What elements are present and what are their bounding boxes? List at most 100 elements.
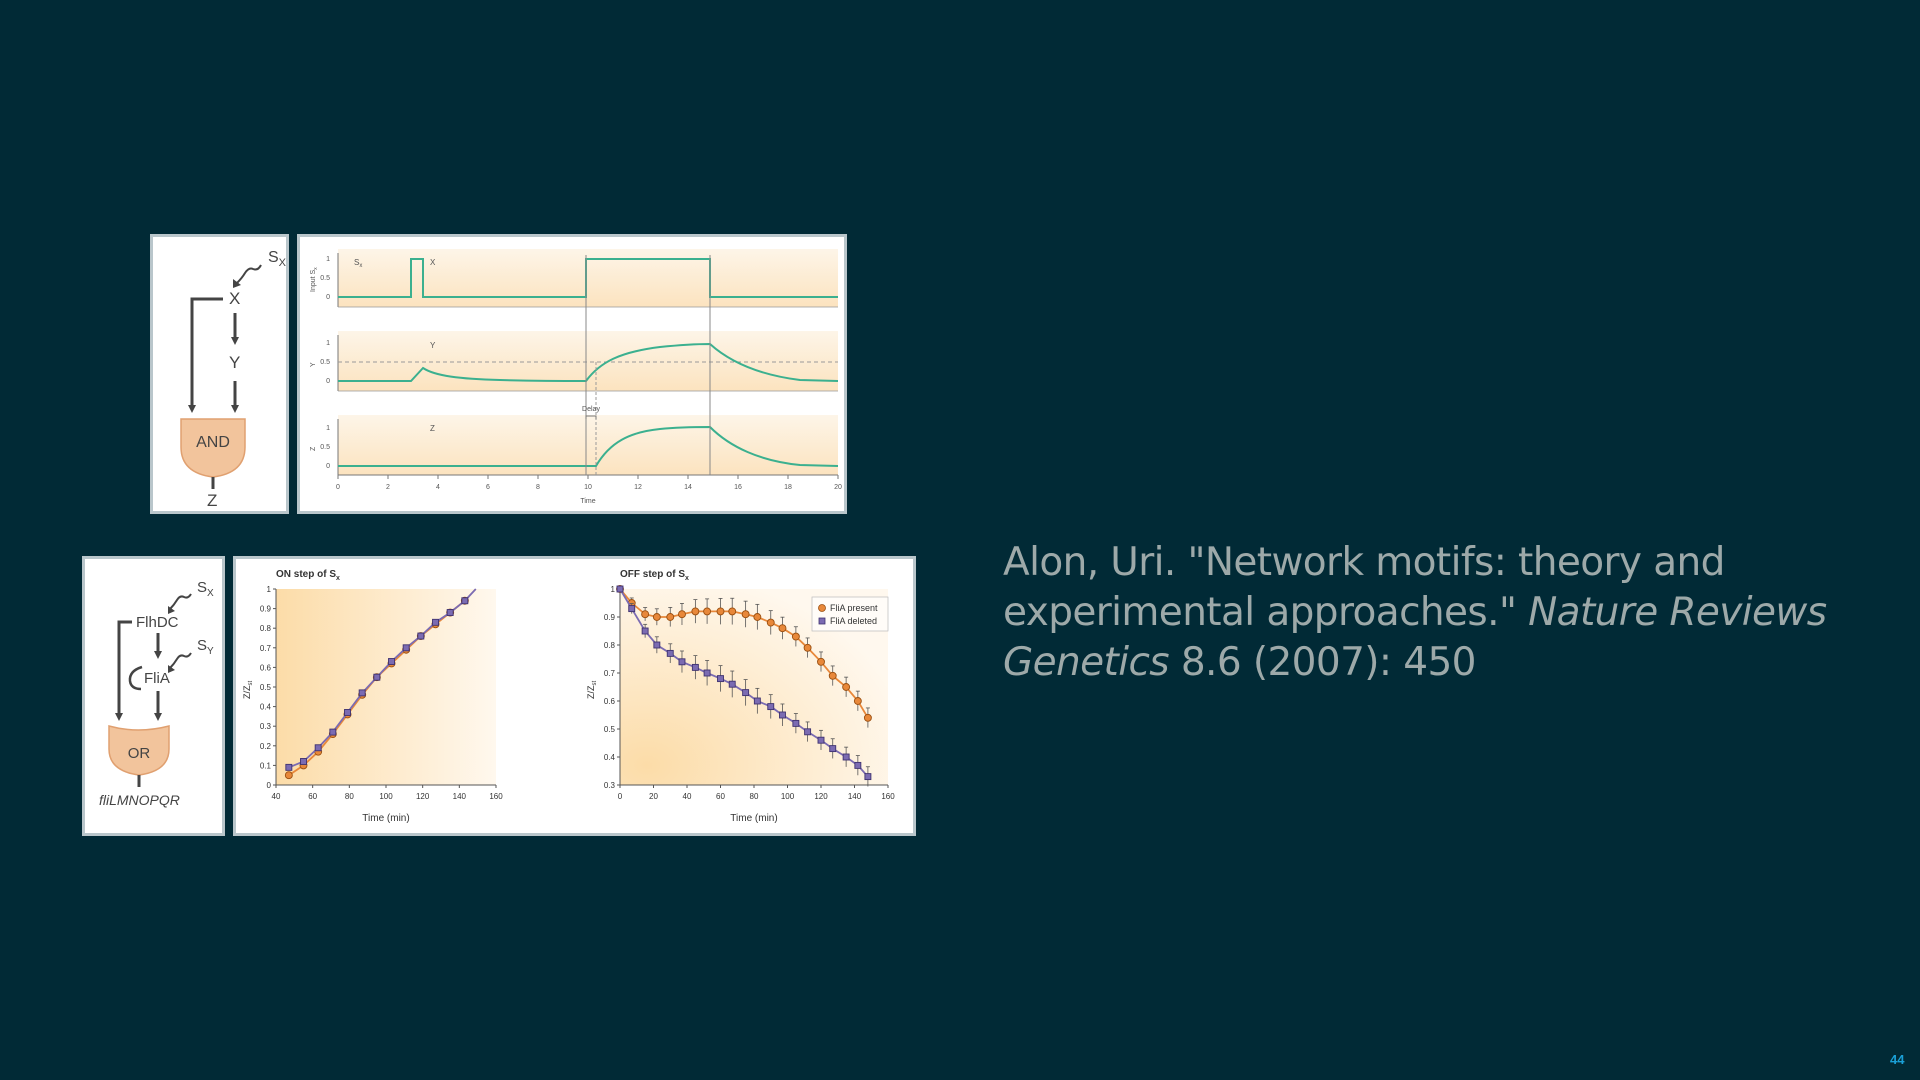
delay-label: Delay: [582, 406, 600, 413]
citation-volume: 8.6 (2007): 450: [1169, 640, 1477, 685]
off-xtick-label: 140: [848, 792, 862, 801]
off-present-point: [791, 632, 800, 641]
citation-journal: Nature Reviews Genetics: [1003, 590, 1827, 685]
off-present-point: [828, 671, 837, 680]
panel-x-tick-05: 0.5: [320, 275, 330, 282]
off-deleted-point: [792, 719, 800, 727]
flhdc-flia-or-circuit: SX FlhDC SY FliA OR fliLMNOPQR: [82, 556, 225, 836]
panel-z-ylabel: Z: [310, 446, 317, 451]
and-gate-label: AND: [196, 434, 230, 451]
signal-sx-label: SX: [268, 249, 287, 269]
on-deleted-point: [432, 618, 439, 626]
or-gate-shape: [108, 725, 170, 776]
on-deleted-point: [358, 689, 366, 697]
time-course-svg: Input Sx 1 0.5 0 Sx X Y 1 0.5 0 Y Z 1 0.…: [310, 249, 842, 505]
on-ytick-label: 0: [267, 781, 272, 790]
time-xlabel: Time: [580, 498, 595, 505]
on-axis-ticks: 1 0.9 0.8 0.7 0.6 0.5 0.4 0.3 0.2 0.1 040 60 80 100 12…: [260, 585, 503, 801]
signal-squiggle: [236, 264, 262, 284]
off-deleted-point: [641, 627, 649, 635]
off-ytick-label: 0.4: [604, 753, 616, 762]
off-xtick-label: 80: [750, 792, 759, 801]
off-ytick-label: 0.9: [604, 613, 616, 622]
off-deleted-point: [717, 675, 724, 683]
and-gate-shape: [180, 418, 246, 478]
panel-z-tick-1: 1: [326, 425, 330, 432]
flhdc-to-or-arrow: [115, 620, 132, 721]
x-to-and-arrow: [188, 297, 223, 413]
panel-x-tick-0: 0: [326, 294, 330, 301]
citation-authors-title: Alon, Uri. "Network motifs: theory and e…: [1003, 540, 1725, 635]
on-xtick-label: 60: [308, 792, 317, 801]
time-tick-label: 4: [436, 484, 440, 491]
off-present-point: [842, 683, 851, 691]
panel-y-background: [338, 331, 838, 391]
output-z: Z: [207, 491, 217, 510]
off-deleted-point: [653, 641, 661, 649]
off-ytick-label: 0.5: [604, 725, 616, 734]
on-deleted-point: [461, 597, 469, 605]
panel-y-tick-0: 0: [326, 378, 330, 385]
off-chart-title: OFF step of Sx: [620, 569, 689, 582]
off-xlabel: Time (min): [730, 813, 777, 824]
off-ytick-label: 0.6: [604, 697, 616, 706]
off-deleted-point: [804, 728, 812, 736]
on-deleted-point: [285, 763, 293, 771]
on-deleted-point: [314, 744, 322, 752]
on-xtick-label: 40: [272, 792, 281, 801]
panel-z-tag: Z: [430, 424, 435, 433]
time-tick-label: 8: [536, 484, 540, 491]
off-chart-marks: [616, 585, 872, 787]
step-response-panel: ON step of Sx Z/Zst Time (min) 1 0.9 0.8 0.…: [233, 556, 916, 836]
panel-x-tick-1: 1: [326, 256, 330, 263]
sy-squiggle: [169, 652, 192, 669]
off-present-point: [803, 643, 812, 652]
time-tick-label: 0: [336, 484, 340, 491]
off-legend: FliA present FliA deleted: [811, 596, 889, 632]
off-present-point: [666, 613, 675, 621]
legend-deleted-marker: [818, 617, 826, 625]
node-flhdc: FlhDC: [136, 614, 179, 631]
on-deleted-point: [373, 673, 381, 681]
on-ytick-label: 0.7: [260, 644, 272, 653]
on-ytick-label: 1: [267, 585, 272, 594]
sx-squiggle: [169, 593, 192, 610]
on-chart-marks: [284, 588, 477, 780]
time-tick-label: 6: [486, 484, 490, 491]
on-xtick-label: 140: [453, 792, 467, 801]
on-ytick-label: 0.8: [260, 624, 272, 633]
off-ytick-label: 1: [611, 585, 616, 594]
output-flilmnopqr: fliLMNOPQR: [99, 792, 180, 808]
off-deleted-point: [767, 703, 775, 711]
off-deleted-point: [742, 689, 750, 697]
on-deleted-point: [329, 728, 337, 736]
off-deleted-point: [616, 585, 624, 593]
off-deleted-point: [753, 697, 761, 705]
on-present-point: [284, 771, 293, 780]
off-xtick-label: 60: [716, 792, 725, 801]
on-xtick-label: 160: [489, 792, 503, 801]
z-trace: [338, 425, 839, 467]
panel-z-tick-0: 0: [326, 463, 330, 470]
y-trace: [338, 342, 839, 383]
panel-y-tag: Y: [430, 341, 436, 350]
off-deleted-point: [817, 736, 825, 744]
off-xtick-label: 120: [814, 792, 828, 801]
off-present-point: [863, 713, 872, 722]
off-deleted-point: [728, 680, 736, 688]
off-present-point: [703, 607, 712, 616]
time-tick-label: 10: [584, 484, 592, 491]
off-deleted-point: [779, 711, 786, 719]
off-xtick-label: 0: [618, 792, 623, 801]
off-ytick-label: 0.3: [604, 781, 616, 790]
off-present-point: [716, 607, 725, 616]
sx-arrowhead: [168, 606, 175, 614]
off-ytick-label: 0.7: [604, 669, 616, 678]
on-chart-title: ON step of Sx: [276, 569, 340, 582]
panel-x-ylabel: Input Sx: [310, 267, 319, 292]
panel-x-tag: X: [430, 258, 436, 267]
off-deleted-point: [842, 753, 850, 761]
time-course-panel: Input Sx 1 0.5 0 Sx X Y 1 0.5 0 Y Z 1 0.…: [297, 234, 847, 514]
on-deleted-point: [417, 632, 425, 640]
legend-present-marker: [818, 604, 826, 612]
